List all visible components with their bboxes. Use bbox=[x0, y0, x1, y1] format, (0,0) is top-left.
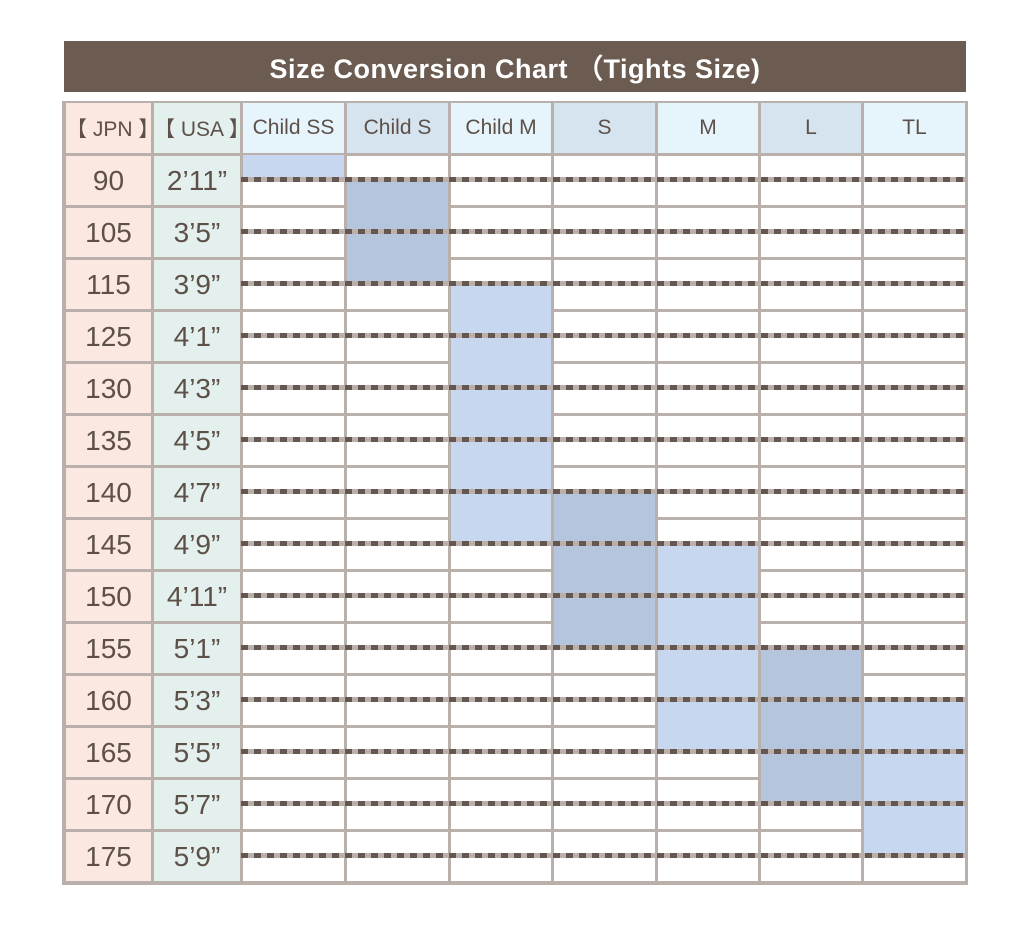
usa-cell: 5’9” bbox=[154, 832, 240, 881]
row-guide-line bbox=[241, 593, 966, 598]
usa-cell: 4’5” bbox=[154, 416, 240, 465]
jpn-cell: 165 bbox=[66, 728, 151, 777]
size-range-fill bbox=[554, 491, 655, 647]
row-guide-line bbox=[241, 697, 966, 702]
header-jpn: 【 JPN 】 bbox=[66, 103, 159, 153]
header-size: Child SS bbox=[243, 103, 344, 153]
usa-cell: 5’3” bbox=[154, 676, 240, 725]
usa-cell: 4’9” bbox=[154, 520, 240, 569]
row-guide-line bbox=[241, 333, 966, 338]
jpn-cell: 90 bbox=[66, 156, 151, 205]
usa-cell: 2’11” bbox=[154, 156, 240, 205]
row-guide-line bbox=[241, 541, 966, 546]
header-size: L bbox=[761, 103, 861, 153]
jpn-cell: 140 bbox=[66, 468, 151, 517]
usa-cell: 4’3” bbox=[154, 364, 240, 413]
jpn-cell: 160 bbox=[66, 676, 151, 725]
jpn-cell: 150 bbox=[66, 572, 151, 621]
header-size: TL bbox=[864, 103, 965, 153]
row-guide-line bbox=[241, 229, 966, 234]
row-guide-line bbox=[241, 801, 966, 806]
chart-title: Size Conversion Chart （Tights Size) bbox=[64, 41, 966, 92]
row-guide-line bbox=[241, 437, 966, 442]
header-usa: 【 USA 】 bbox=[154, 103, 250, 153]
jpn-cell: 155 bbox=[66, 624, 151, 673]
jpn-cell: 145 bbox=[66, 520, 151, 569]
usa-cell: 5’1” bbox=[154, 624, 240, 673]
size-range-fill bbox=[864, 699, 965, 855]
size-range-fill bbox=[451, 283, 551, 543]
header-size: Child M bbox=[451, 103, 551, 153]
row-guide-line bbox=[241, 489, 966, 494]
usa-cell: 5’5” bbox=[154, 728, 240, 777]
usa-cell: 5’7” bbox=[154, 780, 240, 829]
usa-cell: 4’11” bbox=[154, 572, 240, 621]
header-size: S bbox=[554, 103, 655, 153]
size-range-fill bbox=[761, 647, 861, 803]
row-guide-line bbox=[241, 281, 966, 286]
usa-cell: 3’5” bbox=[154, 208, 240, 257]
jpn-cell: 105 bbox=[66, 208, 151, 257]
row-guide-line bbox=[241, 385, 966, 390]
header-size: M bbox=[658, 103, 758, 153]
header-size: Child S bbox=[347, 103, 448, 153]
jpn-cell: 115 bbox=[66, 260, 151, 309]
jpn-cell: 175 bbox=[66, 832, 151, 881]
row-guide-line bbox=[241, 645, 966, 650]
jpn-cell: 130 bbox=[66, 364, 151, 413]
row-guide-line bbox=[241, 749, 966, 754]
usa-cell: 4’1” bbox=[154, 312, 240, 361]
row-guide-line bbox=[241, 177, 966, 182]
usa-cell: 4’7” bbox=[154, 468, 240, 517]
size-range-fill bbox=[243, 155, 344, 179]
row-guide-line bbox=[241, 853, 966, 858]
jpn-cell: 125 bbox=[66, 312, 151, 361]
jpn-cell: 135 bbox=[66, 416, 151, 465]
jpn-cell: 170 bbox=[66, 780, 151, 829]
usa-cell: 3’9” bbox=[154, 260, 240, 309]
